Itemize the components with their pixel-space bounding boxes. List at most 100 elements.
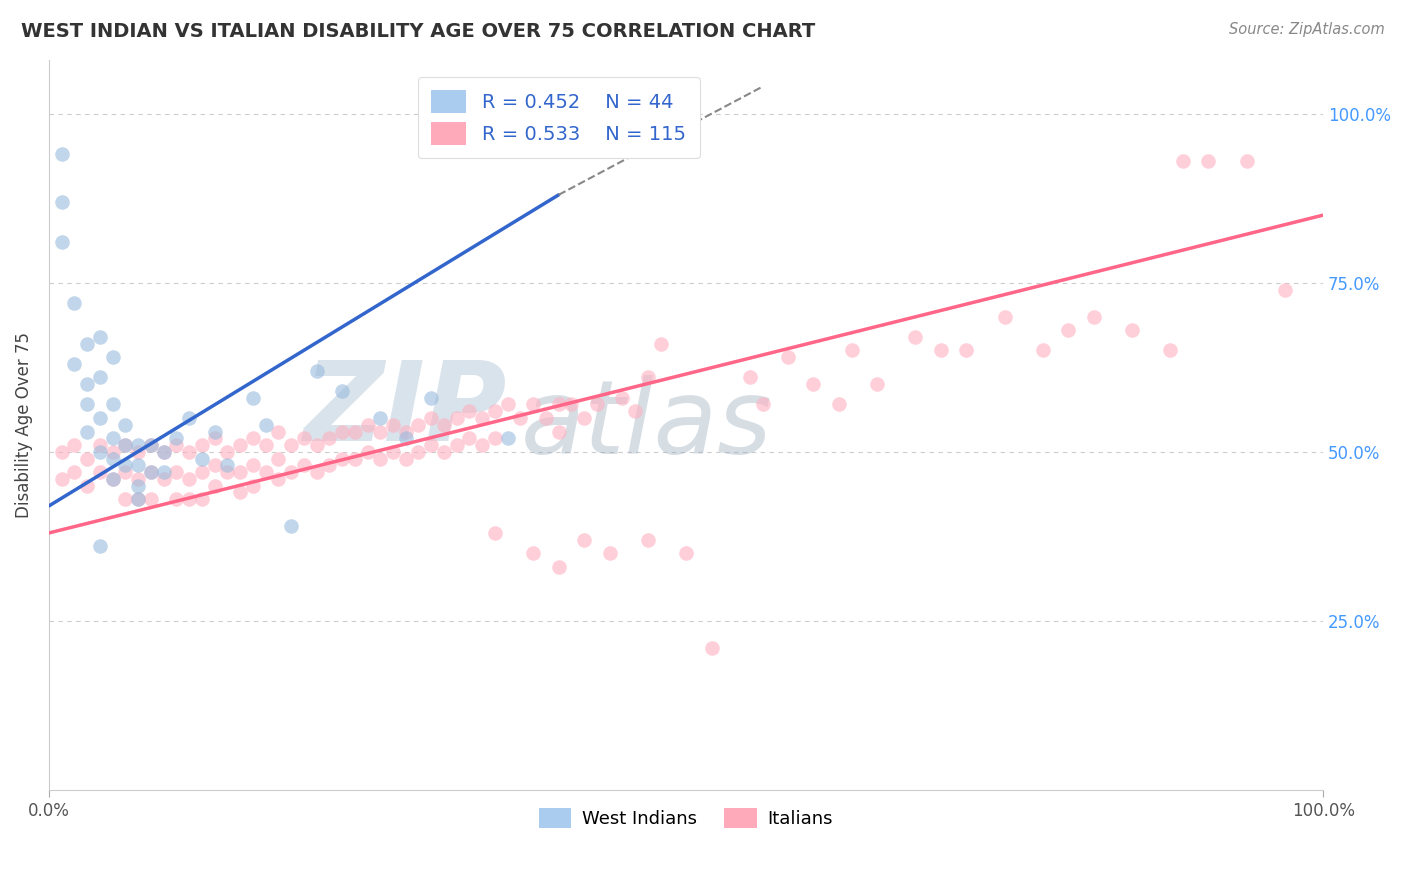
Point [114, 465, 136, 479]
Point [1198, 154, 1220, 169]
Point [76, 377, 98, 392]
Point [127, 445, 149, 459]
Point [420, 391, 443, 405]
Point [165, 492, 187, 507]
Point [101, 397, 124, 411]
Point [89, 411, 111, 425]
Point [101, 472, 124, 486]
Point [179, 472, 201, 486]
Point [484, 525, 506, 540]
Point [76, 478, 98, 492]
Point [496, 397, 519, 411]
Point [446, 438, 468, 452]
Point [382, 417, 405, 432]
Point [229, 438, 252, 452]
Point [242, 458, 264, 473]
Point [51, 194, 73, 209]
Point [139, 438, 162, 452]
Point [356, 417, 378, 432]
Point [955, 343, 977, 358]
Point [101, 472, 124, 486]
Point [395, 425, 418, 439]
Point [776, 350, 799, 364]
Point [76, 425, 98, 439]
Point [76, 451, 98, 466]
Point [76, 397, 98, 411]
Point [1171, 154, 1194, 169]
Point [179, 445, 201, 459]
Point [242, 478, 264, 492]
Point [572, 411, 595, 425]
Point [1274, 283, 1296, 297]
Point [101, 431, 124, 445]
Point [229, 465, 252, 479]
Point [522, 546, 544, 560]
Point [751, 397, 773, 411]
Point [612, 391, 634, 405]
Point [395, 451, 418, 466]
Text: ZIP: ZIP [304, 357, 508, 464]
Point [368, 451, 391, 466]
Point [675, 546, 697, 560]
Point [127, 438, 149, 452]
Point [368, 425, 391, 439]
Point [433, 417, 456, 432]
Point [63, 296, 86, 310]
Point [368, 411, 391, 425]
Point [51, 472, 73, 486]
Point [547, 425, 569, 439]
Point [152, 445, 174, 459]
Point [408, 445, 430, 459]
Point [191, 492, 214, 507]
Point [420, 411, 443, 425]
Point [496, 431, 519, 445]
Point [242, 431, 264, 445]
Point [114, 438, 136, 452]
Point [547, 397, 569, 411]
Point [637, 533, 659, 547]
Point [217, 465, 239, 479]
Point [89, 370, 111, 384]
Point [242, 391, 264, 405]
Point [522, 397, 544, 411]
Point [152, 465, 174, 479]
Point [330, 451, 353, 466]
Point [738, 370, 761, 384]
Point [127, 492, 149, 507]
Point [254, 465, 277, 479]
Point [828, 397, 851, 411]
Point [994, 310, 1017, 324]
Point [114, 438, 136, 452]
Point [89, 330, 111, 344]
Point [89, 438, 111, 452]
Point [63, 438, 86, 452]
Point [101, 451, 124, 466]
Point [904, 330, 927, 344]
Point [204, 431, 226, 445]
Point [624, 404, 647, 418]
Point [929, 343, 952, 358]
Point [330, 384, 353, 398]
Point [343, 451, 366, 466]
Point [127, 458, 149, 473]
Legend: West Indians, Italians: West Indians, Italians [531, 800, 841, 836]
Text: atlas: atlas [520, 375, 772, 475]
Point [509, 411, 531, 425]
Point [139, 465, 162, 479]
Point [408, 417, 430, 432]
Y-axis label: Disability Age Over 75: Disability Age Over 75 [15, 332, 32, 517]
Point [547, 559, 569, 574]
Point [305, 438, 328, 452]
Point [458, 431, 481, 445]
Point [586, 397, 609, 411]
Point [318, 458, 340, 473]
Point [114, 492, 136, 507]
Point [292, 431, 315, 445]
Point [700, 640, 723, 655]
Point [114, 458, 136, 473]
Point [395, 431, 418, 445]
Point [114, 417, 136, 432]
Point [866, 377, 889, 392]
Point [280, 465, 302, 479]
Point [191, 451, 214, 466]
